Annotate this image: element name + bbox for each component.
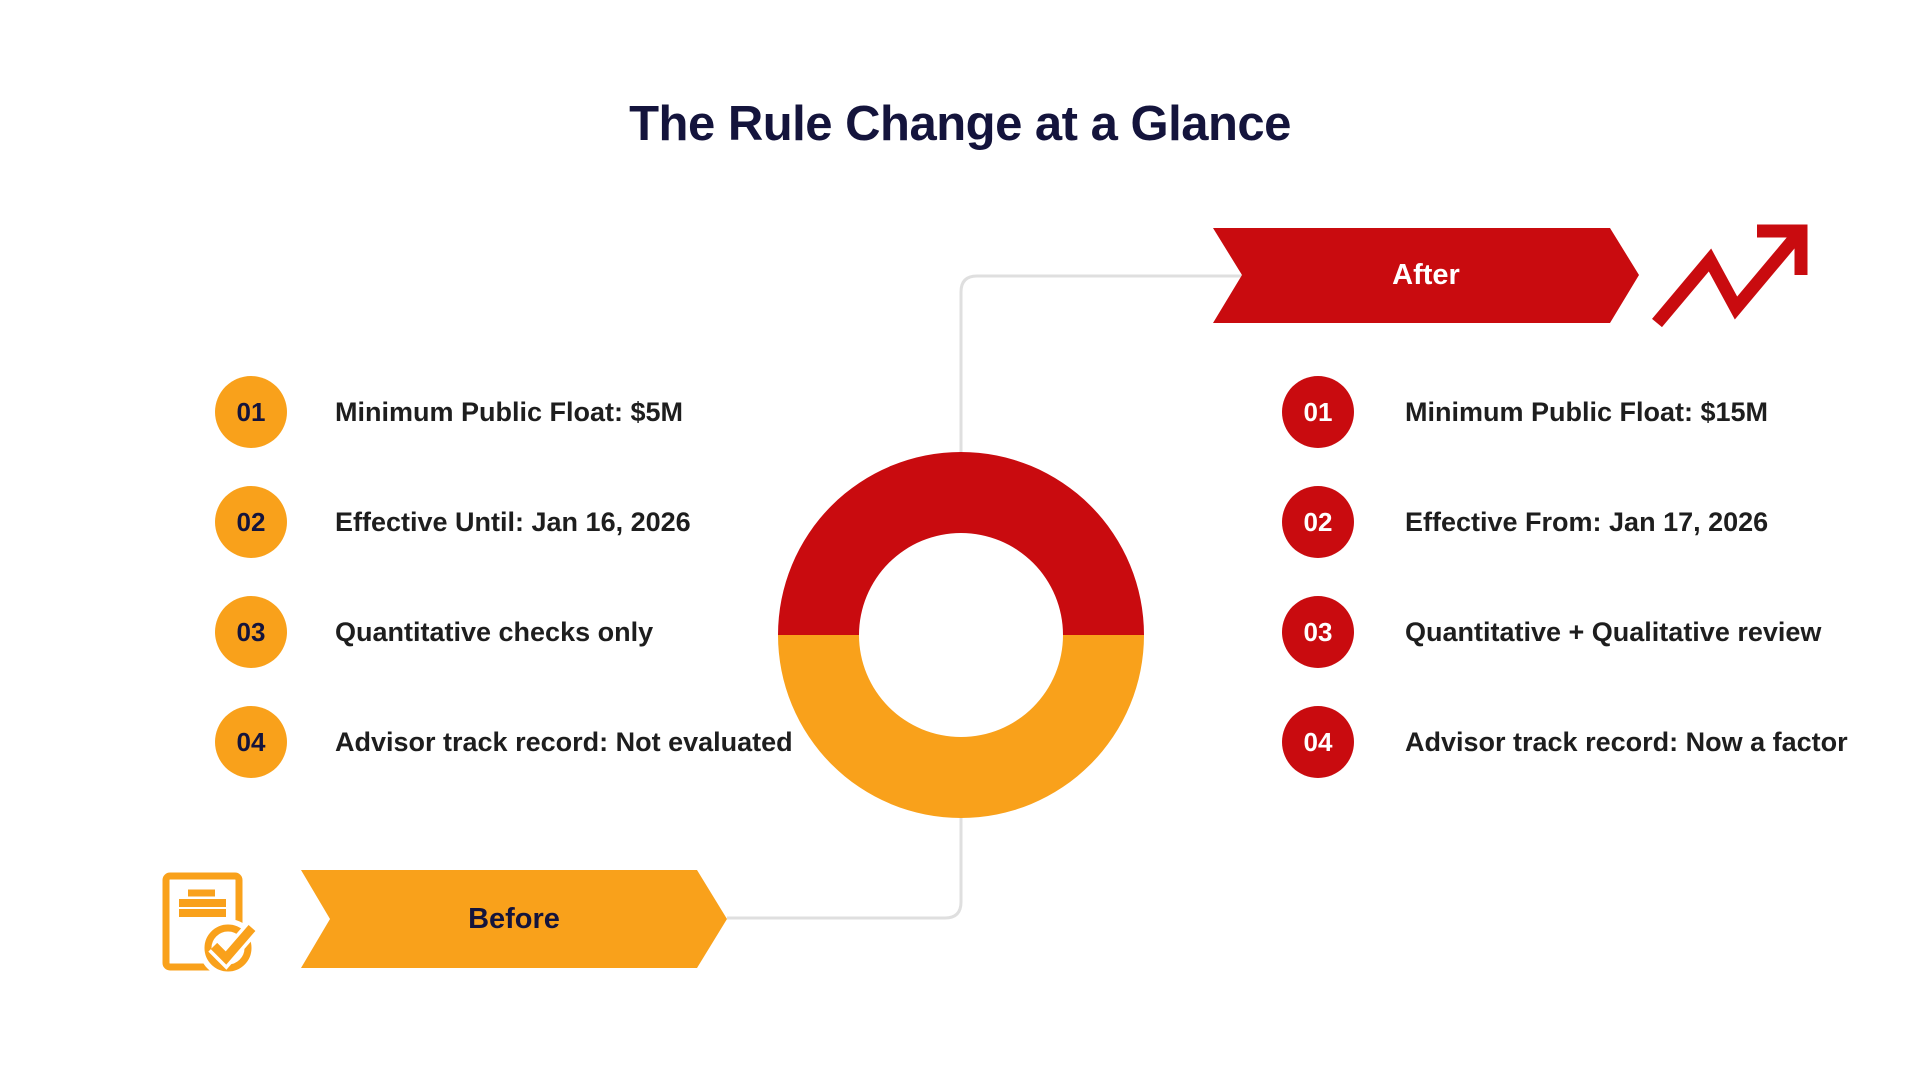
page-title: The Rule Change at a Glance xyxy=(629,97,1291,151)
after-banner-label: After xyxy=(1392,259,1460,291)
after-item-row: 03 Quantitative + Qualitative review xyxy=(1282,596,1821,668)
donut-chart xyxy=(778,452,1144,818)
document-check-icon xyxy=(162,872,259,977)
after-item-text: Advisor track record: Now a factor xyxy=(1405,726,1848,757)
connector-before xyxy=(727,818,963,920)
after-item-text: Minimum Public Float: $15M xyxy=(1405,396,1769,427)
before-item-row: 03 Quantitative checks only xyxy=(215,596,653,668)
before-banner: Before xyxy=(301,870,727,968)
after-item-number-badge: 04 xyxy=(1282,706,1354,778)
before-item-row: 01 Minimum Public Float: $5M xyxy=(215,376,683,448)
after-item-number-badge: 02 xyxy=(1282,486,1354,558)
connector-after xyxy=(959,274,1242,452)
after-item-row: 04 Advisor track record: Now a factor xyxy=(1282,706,1848,778)
before-item-number-badge: 02 xyxy=(215,486,287,558)
before-item-text: Quantitative checks only xyxy=(335,616,654,647)
before-item-text: Minimum Public Float: $5M xyxy=(335,396,684,427)
before-item-number-badge: 01 xyxy=(215,376,287,448)
before-item-row: 02 Effective Until: Jan 16, 2026 xyxy=(215,486,691,558)
after-item-text: Quantitative + Qualitative review xyxy=(1405,616,1822,647)
before-item-text: Effective Until: Jan 16, 2026 xyxy=(335,506,691,537)
donut-after-slice xyxy=(778,452,1144,635)
after-banner: After xyxy=(1213,228,1639,323)
after-item-row: 02 Effective From: Jan 17, 2026 xyxy=(1282,486,1768,558)
donut-before-slice xyxy=(778,635,1144,818)
after-item-text: Effective From: Jan 17, 2026 xyxy=(1405,506,1769,537)
before-banner-label: Before xyxy=(468,902,560,935)
before-item-number-badge: 04 xyxy=(215,706,287,778)
after-item-number-badge: 01 xyxy=(1282,376,1354,448)
before-item-row: 04 Advisor track record: Not evaluated xyxy=(215,706,793,778)
trending-up-icon xyxy=(1652,224,1808,328)
before-item-text: Advisor track record: Not evaluated xyxy=(335,726,793,757)
after-item-number-badge: 03 xyxy=(1282,596,1354,668)
before-item-number-badge: 03 xyxy=(215,596,287,668)
after-item-row: 01 Minimum Public Float: $15M xyxy=(1282,376,1768,448)
